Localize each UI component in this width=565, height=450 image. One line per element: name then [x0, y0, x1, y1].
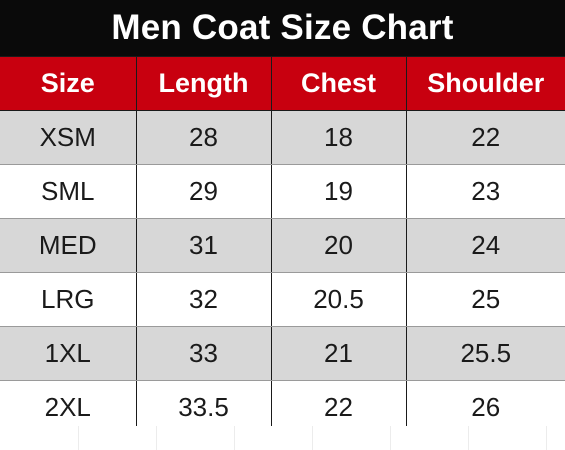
grid-line — [234, 426, 235, 450]
cell-shoulder: 23 — [405, 164, 565, 219]
table-row: XSM 28 18 22 — [0, 110, 565, 165]
cell-length: 28 — [135, 110, 271, 165]
table-row: 1XL 33 21 25.5 — [0, 326, 565, 381]
cell-chest: 20.5 — [270, 272, 406, 327]
grid-line — [468, 426, 469, 450]
table-row: LRG 32 20.5 25 — [0, 272, 565, 327]
cell-shoulder: 25.5 — [405, 326, 565, 381]
grid-line — [390, 426, 391, 450]
cell-chest: 20 — [270, 218, 406, 273]
cell-length: 33 — [135, 326, 271, 381]
cell-size: LRG — [0, 272, 136, 327]
header-length: Length — [135, 56, 271, 111]
header-size: Size — [0, 56, 136, 111]
header-chest: Chest — [270, 56, 406, 111]
cell-size: MED — [0, 218, 136, 273]
cell-shoulder: 22 — [405, 110, 565, 165]
cell-chest: 19 — [270, 164, 406, 219]
size-chart: Men Coat Size Chart Size Length Chest Sh… — [0, 0, 565, 435]
grid-line — [312, 426, 313, 450]
chart-title: Men Coat Size Chart — [0, 0, 565, 56]
size-table: Size Length Chest Shoulder XSM 28 18 22 … — [0, 56, 565, 435]
cell-shoulder: 24 — [405, 218, 565, 273]
cell-size: XSM — [0, 110, 136, 165]
cell-shoulder: 25 — [405, 272, 565, 327]
grid-line — [156, 426, 157, 450]
cell-size: 1XL — [0, 326, 136, 381]
cell-length: 32 — [135, 272, 271, 327]
grid-line — [546, 426, 547, 450]
cell-size: 2XL — [0, 380, 136, 435]
table-row: MED 31 20 24 — [0, 218, 565, 273]
cell-length: 31 — [135, 218, 271, 273]
faint-grid-strip — [0, 426, 565, 450]
grid-line — [78, 426, 79, 450]
table-row: SML 29 19 23 — [0, 164, 565, 219]
cell-size: SML — [0, 164, 136, 219]
cell-chest: 22 — [270, 380, 406, 435]
header-row: Size Length Chest Shoulder — [0, 56, 565, 111]
header-shoulder: Shoulder — [405, 56, 565, 111]
cell-length: 29 — [135, 164, 271, 219]
cell-chest: 21 — [270, 326, 406, 381]
cell-chest: 18 — [270, 110, 406, 165]
cell-shoulder: 26 — [405, 380, 565, 435]
